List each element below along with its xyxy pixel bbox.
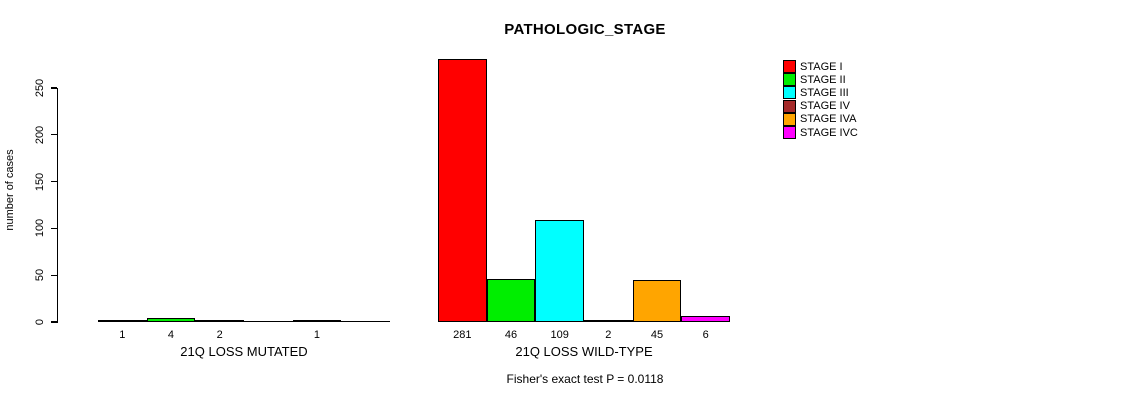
bar-value-label: 109: [550, 329, 569, 341]
bar-stage-i: [438, 59, 487, 322]
y-axis-tick: [51, 321, 57, 323]
y-axis-tick: [51, 180, 57, 183]
bar-value-label: 2: [216, 329, 223, 341]
bar-stage-ii: [486, 279, 536, 322]
bar-value-label: 1: [119, 329, 126, 341]
bar-stage-iii: [535, 220, 584, 322]
bar-stage-i: [98, 320, 147, 322]
legend-item: STAGE III: [783, 86, 858, 100]
x-axis-group-label: 21Q LOSS MUTATED: [180, 344, 308, 359]
bar-stage-ii: [146, 318, 196, 322]
legend-item: STAGE I: [783, 60, 858, 74]
legend-item: STAGE II: [783, 73, 858, 87]
bar-value-label: 2: [605, 329, 612, 341]
chart-title: PATHOLOGIC_STAGE: [504, 21, 666, 38]
y-axis-tick: [51, 134, 57, 136]
legend-label: STAGE IVA: [800, 113, 857, 126]
y-axis-tick-label: 50: [34, 269, 46, 282]
bar-value-label: 45: [650, 329, 664, 341]
y-axis-tick-label: 100: [34, 219, 46, 238]
legend-label: STAGE II: [800, 73, 846, 86]
legend-label: STAGE IV: [800, 100, 850, 113]
bar-value-label: 6: [702, 329, 709, 341]
y-axis-label: number of cases: [4, 149, 16, 231]
legend-swatch: [783, 112, 796, 126]
legend-label: STAGE I: [800, 60, 843, 73]
legend-swatch: [783, 126, 796, 140]
x-axis-line: [98, 320, 390, 323]
y-axis-tick-label: 250: [34, 78, 46, 98]
legend-swatch: [783, 86, 796, 100]
bar-stage-iva: [632, 280, 682, 322]
y-axis-tick: [51, 274, 57, 276]
legend-swatch: [783, 60, 796, 74]
legend-item: STAGE IVC: [783, 126, 858, 140]
y-axis-tick-label: 150: [34, 172, 46, 191]
bar-stage-iii: [195, 320, 244, 322]
legend-swatch: [783, 73, 796, 87]
bar-stage-iv: [584, 320, 633, 322]
bar-value-label: 1: [313, 329, 321, 341]
legend-swatch: [783, 99, 796, 113]
x-axis-group-label: 21Q LOSS WILD-TYPE: [515, 344, 653, 359]
legend-item: STAGE IVA: [783, 112, 858, 126]
y-axis-tick: [51, 87, 57, 89]
bar-value-label: 4: [167, 329, 175, 341]
bar-stage-ivc: [681, 316, 730, 322]
y-axis-tick-label: 0: [34, 318, 46, 326]
fisher-test-note: Fisher's exact test P = 0.0118: [506, 372, 664, 386]
legend: STAGE I STAGE II STAGE III STAGE IV STAGE IV…: [783, 60, 858, 140]
bar-value-label: 46: [504, 329, 518, 341]
y-axis-tick-label: 200: [34, 125, 46, 144]
y-axis-tick: [51, 227, 57, 230]
legend-label: STAGE IVC: [800, 126, 858, 139]
y-axis-line: [56, 87, 58, 323]
bar-stage-iva: [292, 320, 342, 322]
bar-value-label: 281: [453, 329, 472, 341]
legend-item: STAGE IV: [783, 99, 858, 113]
legend-label: STAGE III: [800, 86, 849, 99]
